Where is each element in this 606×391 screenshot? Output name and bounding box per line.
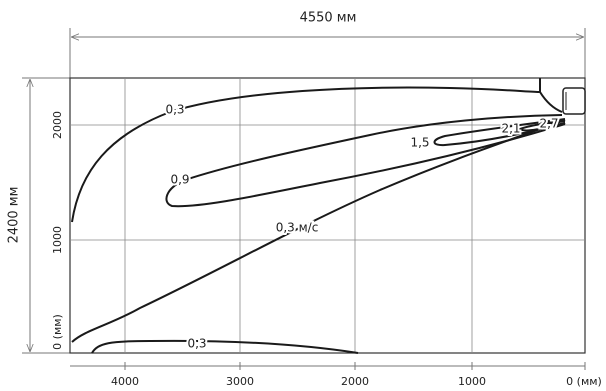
contour-label: 2,7 xyxy=(539,117,558,131)
contour-label: 1,5 xyxy=(410,136,429,150)
contour-outer-lower xyxy=(72,120,565,342)
y-tick-label: 0 (мм) xyxy=(51,314,64,350)
width-label: 4550 мм xyxy=(300,11,357,26)
x-tick-label: 2000 xyxy=(341,375,369,388)
contour-outer xyxy=(540,92,562,112)
velocity-diagram: 4550 мм 2400 мм 4000 3000 2000 1000 0 (м… xyxy=(0,0,606,391)
y-tick-label: 1000 xyxy=(51,226,64,254)
x-tick-label: 4000 xyxy=(111,375,139,388)
contour-label: 0,3 xyxy=(165,103,184,117)
x-tick-label: 1000 xyxy=(458,375,486,388)
y-tick-label: 2000 xyxy=(51,111,64,139)
contour-label: 2,1 xyxy=(501,122,520,136)
height-label: 2400 мм xyxy=(7,187,22,244)
contour-label: 0,3 xyxy=(187,337,206,351)
x-tick-label: 0 (мм) xyxy=(566,375,602,388)
contour-label: 0,3 м/с xyxy=(276,221,319,235)
x-tick-label: 3000 xyxy=(226,375,254,388)
contour-floor xyxy=(92,341,358,353)
contour-label: 0,9 xyxy=(170,173,189,187)
